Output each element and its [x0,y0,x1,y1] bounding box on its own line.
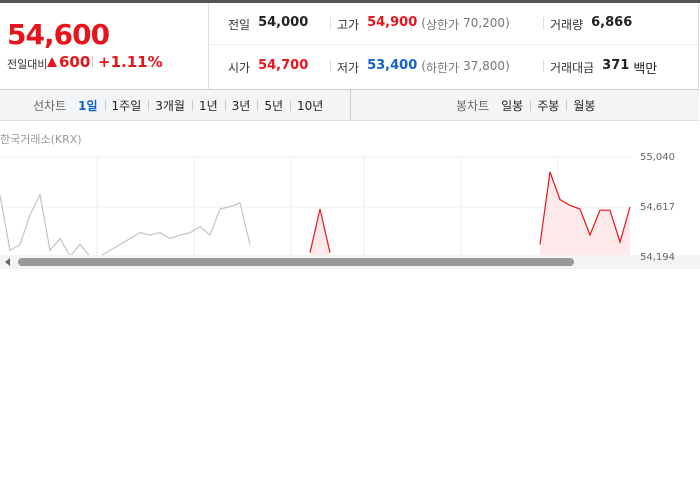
paren: ( [421,16,426,30]
divider [330,17,331,29]
divider [543,60,544,72]
area [310,209,330,256]
top-border [0,0,700,3]
scroll-left[interactable] [5,258,10,266]
divider [698,3,699,89]
source: 한국거래소(KRX) [0,133,82,146]
scroll-thumb[interactable] [18,258,574,266]
divider [104,100,106,111]
divider [530,100,532,111]
divider [566,100,568,111]
line [309,208,331,253]
stat-label: 거래량 [550,18,584,32]
divider [330,60,331,72]
tab-group-label: 선차트 [33,99,67,113]
tab[interactable]: 5년 [264,99,284,113]
divider [224,100,226,111]
divider [543,17,544,29]
tab[interactable]: 월봉 [573,99,596,113]
stat-label: 전일 [228,18,251,32]
tab[interactable]: 1주일 [111,99,142,113]
chart: 55,040 54,617 54,194 [0,152,700,269]
up-arrow [47,57,57,67]
paren: ) [505,59,510,73]
tab-group-label: 봉차트 [456,99,490,113]
line [539,171,631,245]
stat-label: 거래대금 [550,61,595,75]
tab[interactable]: 주봉 [537,99,560,113]
tab-bar [0,89,699,121]
tab[interactable]: 1일 [78,99,98,113]
change-rate: +1.11% [98,53,163,71]
paren: ) [505,16,510,30]
limit-value: 70,200 [463,16,506,30]
area [540,172,630,256]
y-tick-label: 54,194 [640,252,675,263]
divider [350,90,351,120]
stat-value: 6,866 [591,15,633,30]
y-tick-label: 55,040 [640,152,675,163]
stat-label: 저가 [337,61,360,75]
limit-label: 하한가 [425,61,460,75]
tab[interactable]: 일봉 [501,99,524,113]
stat-unit: 백만 [633,62,658,77]
line [0,192,251,256]
limit-label: 상한가 [425,18,460,32]
divider [208,3,209,89]
divider [148,100,150,111]
tab[interactable]: 10년 [297,99,324,113]
tab[interactable]: 3년 [231,99,251,113]
price: 54,600 [7,18,110,51]
divider [92,56,93,68]
stat-label: 고가 [337,18,360,32]
stat-value: 371 [602,58,630,73]
stat-value: 54,000 [258,15,309,30]
divider [191,100,193,111]
stat-value: 53,400 [367,58,418,73]
divider [290,100,292,111]
stat-label: 시가 [228,61,251,75]
tab[interactable]: 1년 [198,99,218,113]
tab[interactable]: 3개월 [155,99,185,113]
divider [209,44,700,45]
y-tick-label: 54,617 [640,202,675,213]
stat-value: 54,700 [258,58,309,73]
change: 600 [59,53,91,71]
stat-value: 54,900 [367,15,418,30]
paren: ( [421,59,426,73]
divider [257,100,259,111]
change-label: 전일대비 [7,58,48,71]
limit-value: 37,800 [463,59,506,73]
